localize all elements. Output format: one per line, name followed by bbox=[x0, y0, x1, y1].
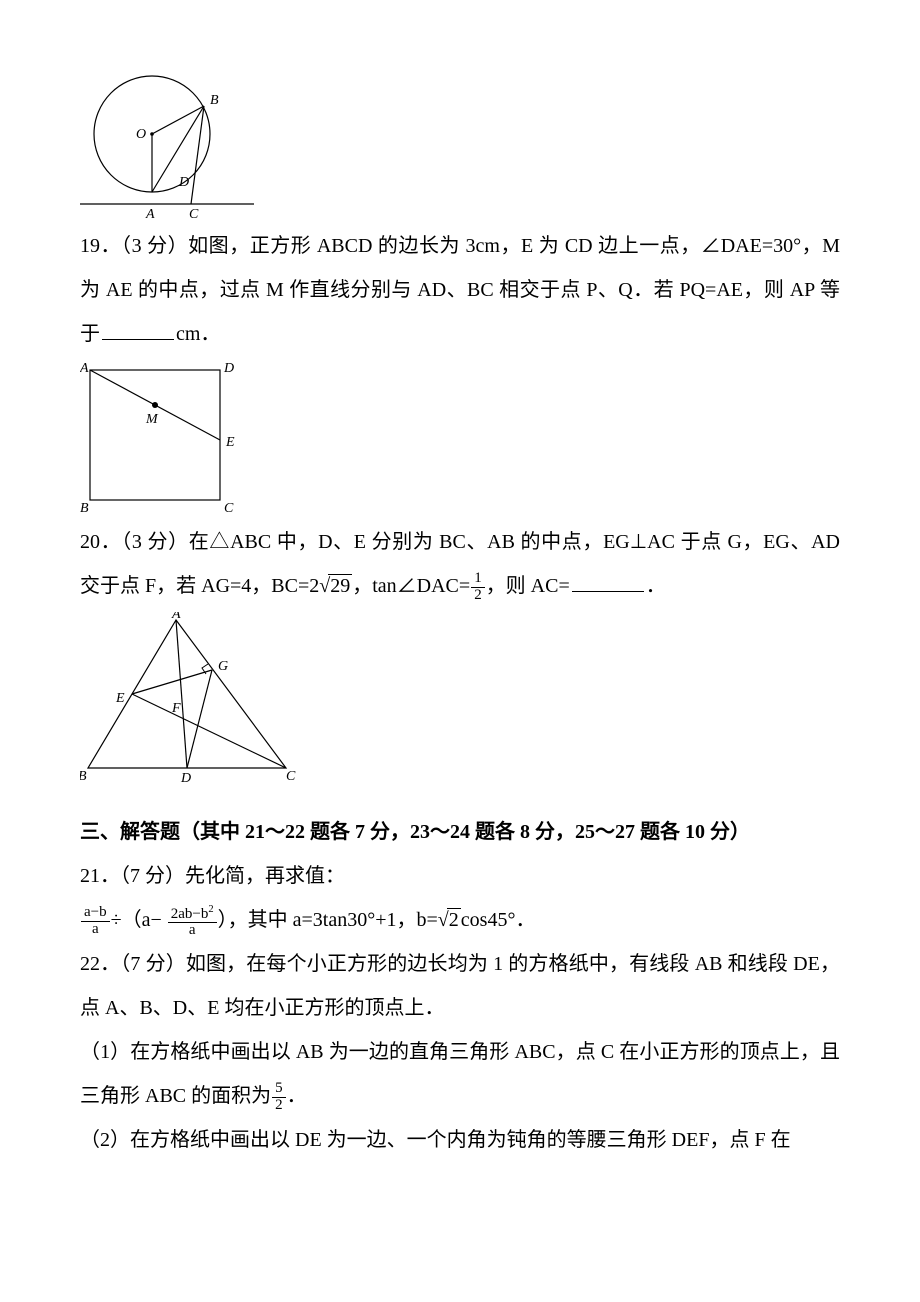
page: O A B C D 19．（3 分）如图，正方形 ABCD 的边长为 3cm，E… bbox=[0, 0, 920, 1242]
q20-part2: ，tan∠DAC= bbox=[352, 575, 470, 597]
q22-p1b: ． bbox=[287, 1085, 307, 1107]
svg-text:C: C bbox=[224, 501, 234, 516]
q19-blank bbox=[102, 339, 174, 340]
svg-text:D: D bbox=[180, 771, 191, 782]
svg-text:C: C bbox=[189, 207, 199, 220]
svg-text:A: A bbox=[171, 612, 181, 622]
svg-text:M: M bbox=[145, 412, 159, 427]
q20-text: 20．（3 分）在△ABC 中，D、E 分别为 BC、AB 的中点，EG⊥AC … bbox=[80, 520, 840, 608]
q21-frac2-num: 2ab−b2 bbox=[168, 904, 217, 923]
q22-part1: （1）在方格纸中画出以 AB 为一边的直角三角形 ABC，点 C 在小正方形的顶… bbox=[80, 1030, 840, 1118]
svg-text:F: F bbox=[171, 701, 181, 716]
svg-text:B: B bbox=[80, 501, 89, 516]
q20-part3: ，则 AC= bbox=[486, 575, 570, 597]
q21-expr: a−ba÷（a− 2ab−b2a），其中 a=3tan30°+1，b=√2cos… bbox=[80, 898, 840, 942]
svg-text:B: B bbox=[80, 769, 87, 782]
q22-intro: 22．（7 分）如图，在每个小正方形的边长均为 1 的方格纸中，有线段 AB 和… bbox=[80, 942, 840, 1030]
svg-text:D: D bbox=[223, 361, 234, 376]
q21-sqrt: √2 bbox=[438, 898, 461, 942]
q22-p1a: （1）在方格纸中画出以 AB 为一边的直角三角形 ABC，点 C 在小正方形的顶… bbox=[80, 1041, 840, 1107]
svg-text:A: A bbox=[80, 361, 89, 376]
svg-text:E: E bbox=[115, 691, 125, 706]
q20-suffix: ． bbox=[646, 575, 666, 597]
q19-suffix: cm． bbox=[176, 323, 220, 345]
figure-q19-square: A D B C E M bbox=[80, 360, 240, 516]
q22-part2: （2）在方格纸中画出以 DE 为一边、一个内角为钝角的等腰三角形 DEF，点 F… bbox=[80, 1118, 840, 1162]
svg-text:C: C bbox=[286, 769, 296, 782]
q21-line1: 21．（7 分）先化简，再求值： bbox=[80, 854, 840, 898]
q22-p1-frac: 52 bbox=[272, 1081, 286, 1114]
svg-text:D: D bbox=[178, 175, 189, 190]
svg-text:O: O bbox=[136, 127, 146, 142]
q19-text: 19．（3 分）如图，正方形 ABCD 的边长为 3cm，E 为 CD 边上一点… bbox=[80, 224, 840, 356]
q20-sqrt: √29 bbox=[319, 564, 352, 608]
figure-q18-circle: O A B C D bbox=[80, 64, 254, 220]
svg-text:G: G bbox=[218, 659, 228, 674]
q21-mid1: ÷（a− bbox=[111, 909, 162, 931]
q21-mid2: ），其中 a=3tan30°+1，b= bbox=[218, 909, 438, 931]
q20-frac: 12 bbox=[471, 571, 485, 604]
figure-q20-triangle: A B C D E F G bbox=[80, 612, 300, 782]
section3-heading: 三、解答题（其中 21～22 题各 7 分，23～24 题各 8 分，25～27… bbox=[80, 810, 840, 854]
q21-frac2: 2ab−b2a bbox=[168, 904, 217, 940]
svg-text:E: E bbox=[225, 435, 235, 450]
q20-blank bbox=[572, 591, 644, 592]
svg-text:A: A bbox=[145, 207, 155, 220]
q21-frac1: a−ba bbox=[81, 905, 110, 938]
q21-mid3: cos45°． bbox=[461, 909, 536, 931]
svg-text:B: B bbox=[210, 93, 219, 108]
